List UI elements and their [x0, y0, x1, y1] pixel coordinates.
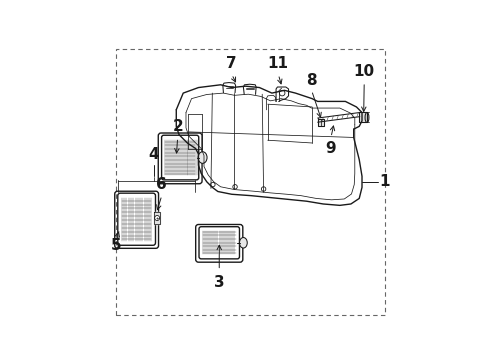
- Ellipse shape: [365, 112, 369, 122]
- Circle shape: [279, 90, 285, 96]
- Polygon shape: [154, 212, 160, 224]
- Circle shape: [211, 183, 215, 187]
- Text: 6: 6: [156, 177, 167, 192]
- Ellipse shape: [240, 238, 247, 248]
- Polygon shape: [359, 112, 367, 122]
- Text: 9: 9: [326, 141, 336, 156]
- Text: 7: 7: [226, 56, 237, 71]
- FancyBboxPatch shape: [162, 135, 199, 180]
- Text: 4: 4: [148, 147, 159, 162]
- Polygon shape: [318, 120, 324, 126]
- Circle shape: [233, 185, 237, 189]
- Circle shape: [155, 216, 160, 220]
- Ellipse shape: [198, 152, 207, 163]
- Text: 8: 8: [306, 73, 317, 87]
- FancyBboxPatch shape: [118, 193, 155, 245]
- Text: 3: 3: [214, 275, 224, 290]
- Text: 1: 1: [380, 174, 390, 189]
- Circle shape: [261, 187, 266, 191]
- FancyBboxPatch shape: [199, 227, 240, 259]
- Text: 10: 10: [354, 64, 375, 79]
- Text: 2: 2: [172, 119, 183, 134]
- Text: 11: 11: [268, 56, 289, 71]
- Text: 5: 5: [111, 238, 122, 253]
